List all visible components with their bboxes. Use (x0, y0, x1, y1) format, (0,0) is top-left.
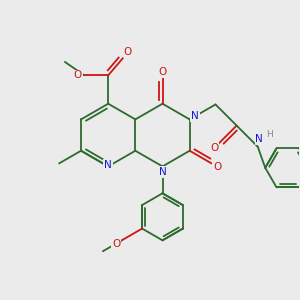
Text: H: H (266, 130, 272, 139)
Text: O: O (210, 143, 218, 153)
Text: O: O (158, 67, 166, 77)
Text: O: O (124, 47, 132, 57)
Text: O: O (112, 238, 120, 248)
Text: N: N (191, 111, 199, 122)
Text: O: O (213, 162, 221, 172)
Text: N: N (255, 134, 263, 144)
Text: N: N (159, 167, 167, 177)
Text: O: O (74, 70, 82, 80)
Text: N: N (104, 160, 112, 170)
